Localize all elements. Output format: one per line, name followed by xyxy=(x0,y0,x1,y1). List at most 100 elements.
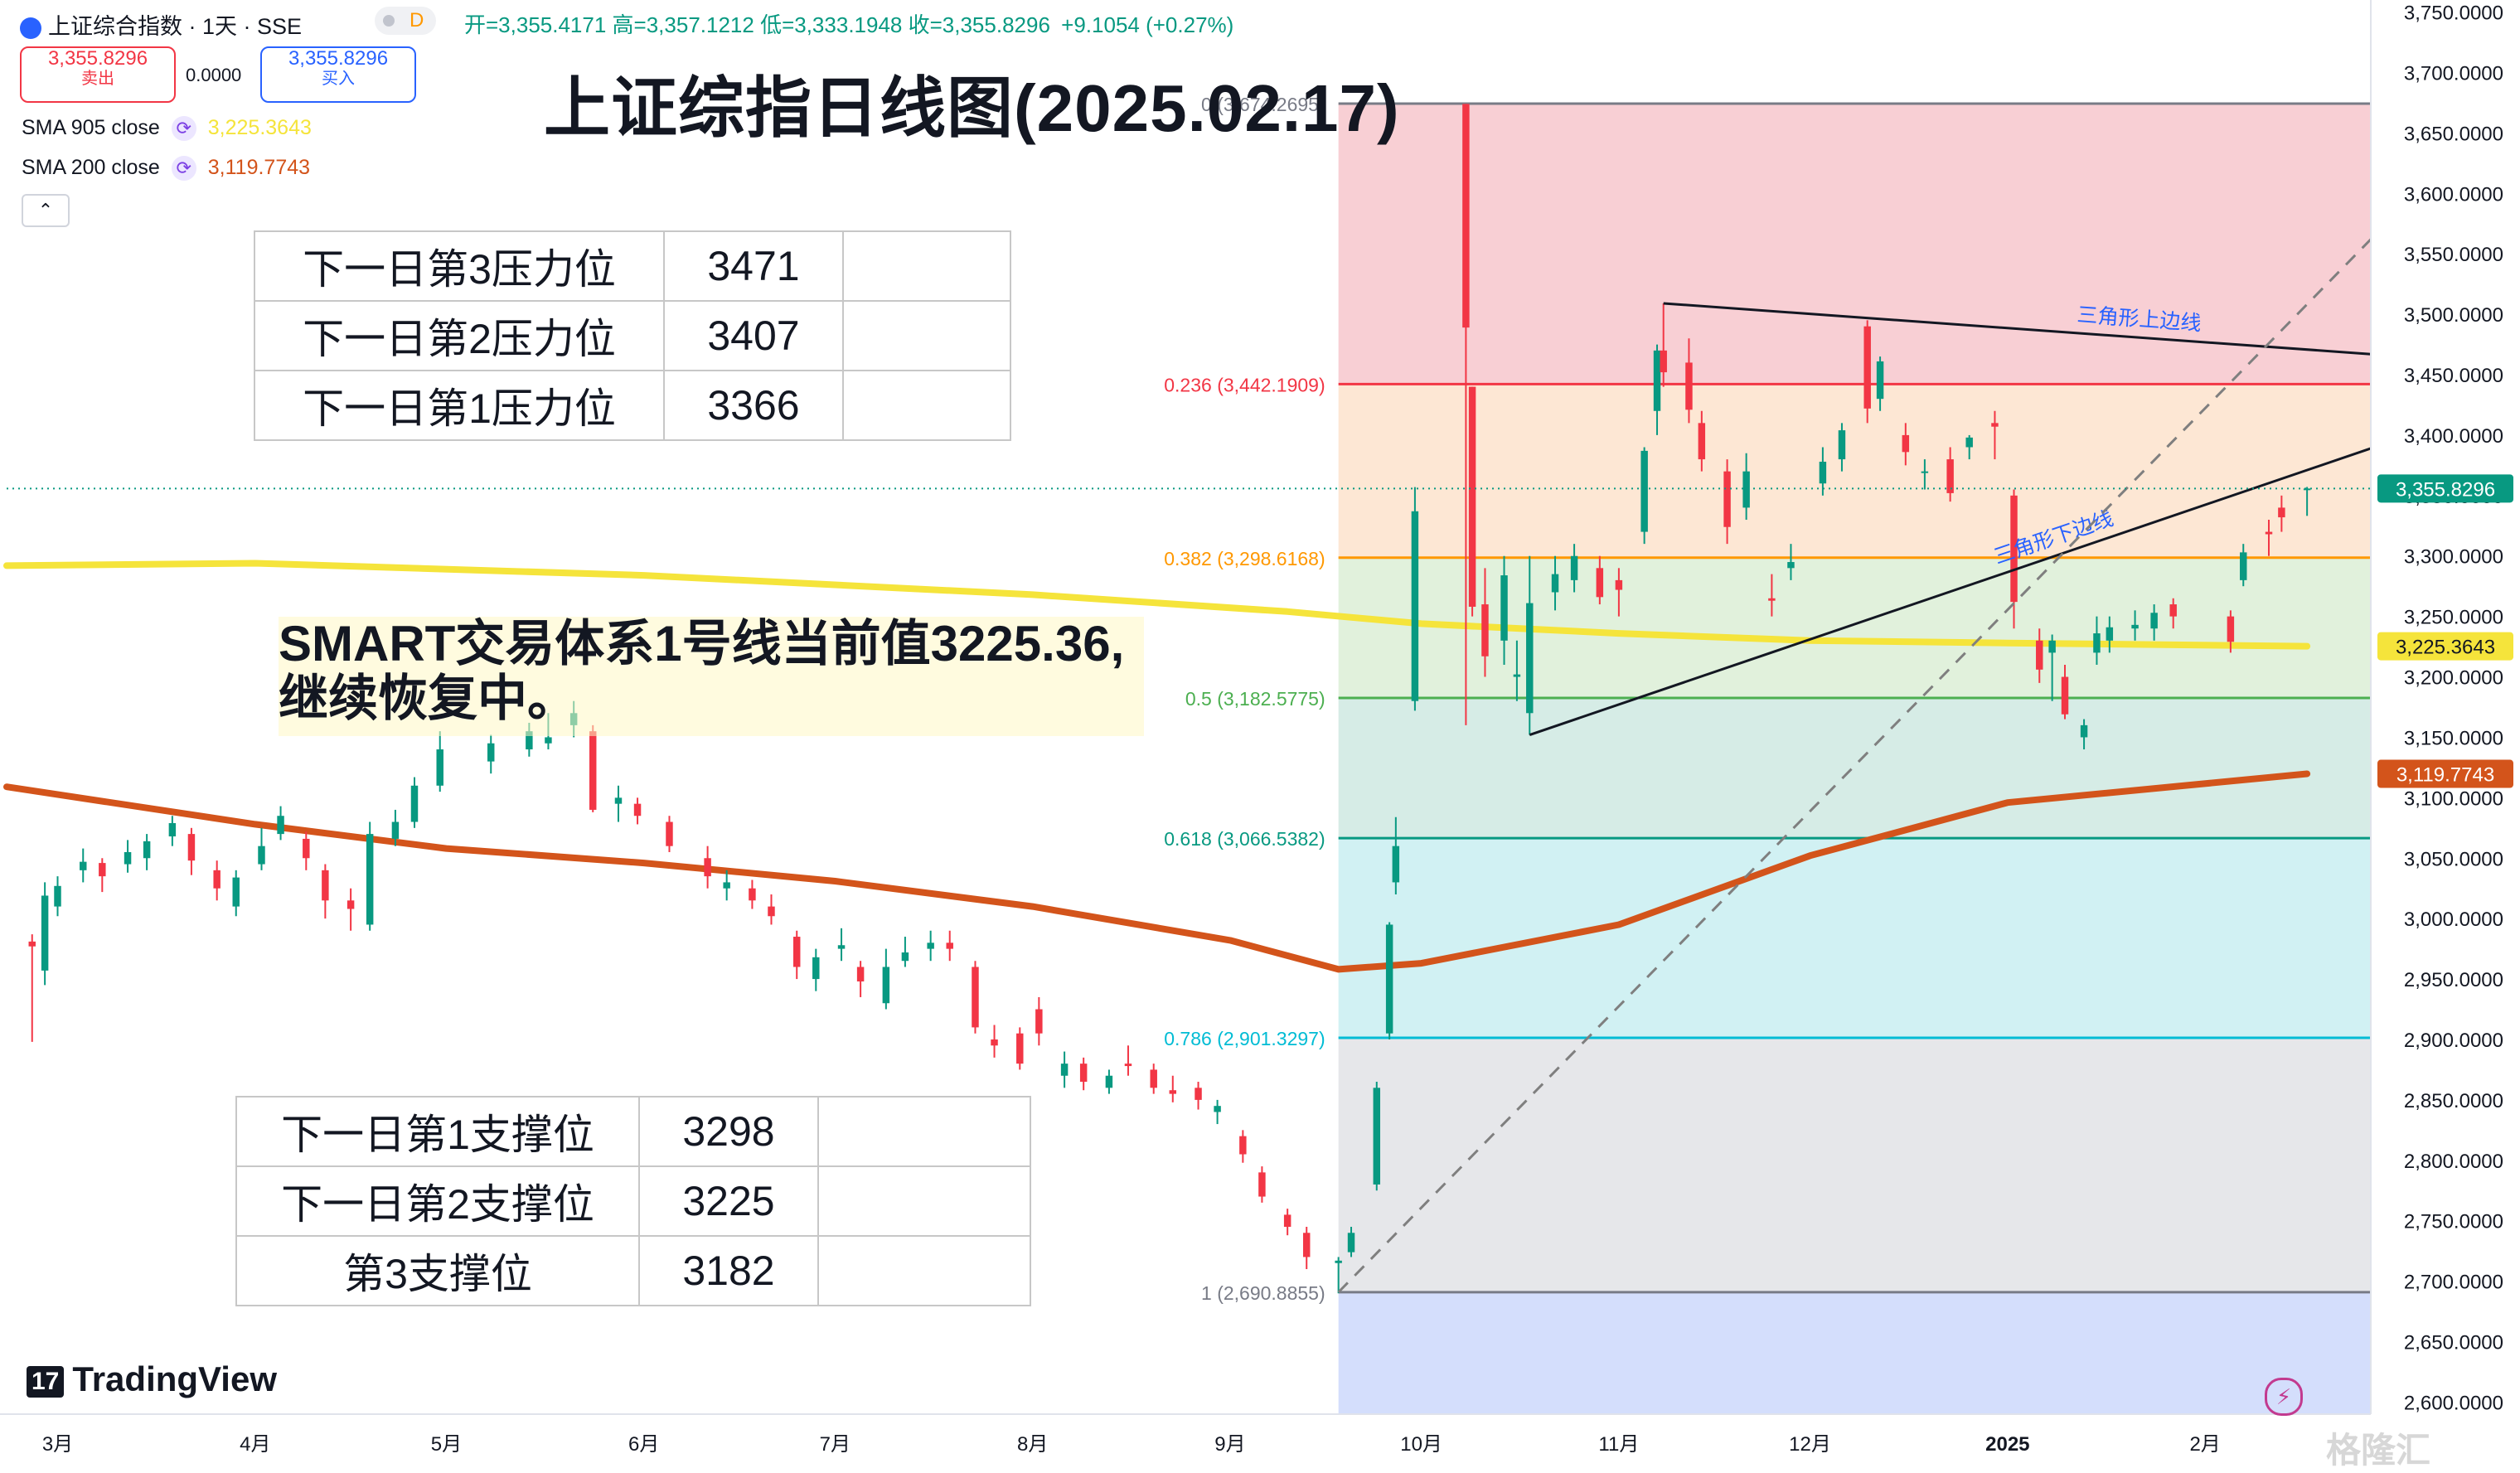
price-badge-label: 3,355.8296 xyxy=(2396,478,2495,501)
table-cell-empty xyxy=(842,370,1011,441)
candle-body xyxy=(1016,1033,1024,1064)
candles-group xyxy=(28,104,2311,1294)
fib-level-label: 0.382 (3,298.6168) xyxy=(1164,548,1325,569)
candle-body xyxy=(41,895,49,971)
candle-body xyxy=(793,937,801,967)
time-tick-label: 8月 xyxy=(1017,1433,1048,1456)
table-cell-label: 下一日第2压力位 xyxy=(254,300,665,371)
symbol-title[interactable]: 上证综合指数 · 1天 · SSE xyxy=(20,8,302,41)
candle-body xyxy=(1723,471,1731,527)
table-cell-value: 3407 xyxy=(663,300,844,371)
candle-body xyxy=(768,906,775,917)
symbol-label: 上证综合指数 · 1天 · SSE xyxy=(48,14,303,39)
candle-body xyxy=(1239,1136,1247,1155)
table-cell-value: 3366 xyxy=(663,370,844,441)
indicator-sma200[interactable]: SMA 200 close ⟳ 3,119.7743 xyxy=(22,156,311,182)
candle-body xyxy=(99,863,106,877)
price-badge xyxy=(2377,474,2513,503)
candle-body xyxy=(1347,1233,1355,1253)
price-tick-label: 2,900.0000 xyxy=(2404,1030,2503,1052)
candle-body xyxy=(1863,326,1871,409)
time-tick-label: 2月 xyxy=(2189,1433,2220,1456)
time-tick-label: 4月 xyxy=(240,1433,270,1456)
candle-body xyxy=(1060,1064,1069,1076)
price-badge xyxy=(2377,632,2513,661)
candle-body xyxy=(2265,531,2273,535)
candle-body xyxy=(2303,488,2311,491)
indicator-value: 3,119.7743 xyxy=(207,156,311,179)
smart-system-note: SMART交易体系1号线当前值3225.36, 继续恢复中。 xyxy=(279,617,1145,736)
buy-button[interactable]: 3,355.8296 买入 xyxy=(260,46,416,103)
table-row: 下一日第2支撑位 3225 xyxy=(235,1165,1031,1237)
candle-body xyxy=(124,851,132,865)
candle-body xyxy=(1150,1069,1157,1088)
candle-body xyxy=(1965,437,1973,448)
candle-body xyxy=(2150,613,2158,629)
candle-body xyxy=(1551,574,1559,593)
fib-level-label: 0 (3,674.2695) xyxy=(1201,94,1325,115)
candle-body xyxy=(366,834,374,925)
support-table: 下一日第1支撑位 3298 下一日第2支撑位 3225 第3支撑位 3182 xyxy=(235,1096,1031,1306)
table-row: 下一日第1支撑位 3298 xyxy=(235,1096,1031,1167)
candle-body xyxy=(2080,724,2088,738)
candle-body xyxy=(882,967,890,1004)
candle-body xyxy=(837,945,846,949)
candle-body xyxy=(1660,350,1667,373)
lightning-icon[interactable]: ⚡ xyxy=(2265,1378,2303,1416)
candle-body xyxy=(1902,434,1910,453)
candle-body xyxy=(322,870,329,901)
price-tick-label: 2,700.0000 xyxy=(2404,1272,2503,1294)
price-tick-label: 3,100.0000 xyxy=(2404,787,2503,810)
chevron-up-icon: ⌃ xyxy=(37,200,54,220)
buy-label: 买入 xyxy=(322,70,355,88)
candle-body xyxy=(1335,1260,1342,1263)
price-tick-label: 3,200.0000 xyxy=(2404,667,2503,690)
candle-body xyxy=(1838,430,1846,460)
candle-body xyxy=(749,888,756,901)
candle-body xyxy=(972,967,979,1028)
fib-zone xyxy=(1338,384,2371,558)
timeframe-badge[interactable]: D xyxy=(375,7,436,35)
candle-body xyxy=(1991,423,1999,427)
candle-body xyxy=(54,885,61,907)
sync-icon[interactable]: ⟳ xyxy=(171,116,196,142)
fib-zone xyxy=(1338,697,2371,839)
candle-body xyxy=(487,743,495,762)
candle-body xyxy=(1258,1172,1266,1197)
time-tick-label: 6月 xyxy=(628,1433,659,1456)
candle-body xyxy=(2169,604,2177,617)
candle-body xyxy=(2010,495,2018,603)
candle-body xyxy=(1596,568,1604,598)
time-tick-label: 11月 xyxy=(1598,1433,1639,1456)
candle-body xyxy=(1685,362,1693,410)
candle-body xyxy=(1195,1088,1202,1100)
table-cell-label: 下一日第1压力位 xyxy=(254,370,665,441)
table-row: 下一日第1压力位 3366 xyxy=(254,370,1011,441)
candle-body xyxy=(614,797,623,804)
candle-body xyxy=(28,941,36,947)
candle-body xyxy=(258,846,265,865)
price-badge xyxy=(2377,759,2513,788)
candle-body xyxy=(723,882,730,889)
candle-body xyxy=(1640,450,1648,532)
sell-label: 卖出 xyxy=(81,70,114,88)
candle-body xyxy=(1462,104,1470,328)
sync-icon[interactable]: ⟳ xyxy=(171,156,196,182)
resistance-table: 下一日第3压力位 3471 下一日第2压力位 3407 下一日第1压力位 3366 xyxy=(254,230,1011,441)
candle-body xyxy=(168,822,177,837)
ohlc-readout: 开=3,355.4171 高=3,357.1212 低=3,333.1948 收… xyxy=(464,8,1233,39)
fib-zone xyxy=(1338,104,2371,385)
candle-body xyxy=(1921,471,1929,473)
fib-zone xyxy=(1338,1291,2371,1414)
candle-body xyxy=(1035,1009,1043,1034)
note-line: 继续恢复中。 xyxy=(279,671,577,726)
sell-button[interactable]: 3,355.8296 卖出 xyxy=(20,46,176,103)
indicator-sma905[interactable]: SMA 905 close ⟳ 3,225.3643 xyxy=(22,116,312,142)
collapse-legend-button[interactable]: ⌃ xyxy=(22,194,70,227)
tradingview-logo[interactable]: 17 TradingView xyxy=(27,1359,277,1399)
brand-name: TradingView xyxy=(72,1359,278,1398)
price-tick-label: 3,500.0000 xyxy=(2404,304,2503,327)
table-cell-label: 第3支撑位 xyxy=(235,1235,640,1306)
sma-line xyxy=(3,560,2311,650)
